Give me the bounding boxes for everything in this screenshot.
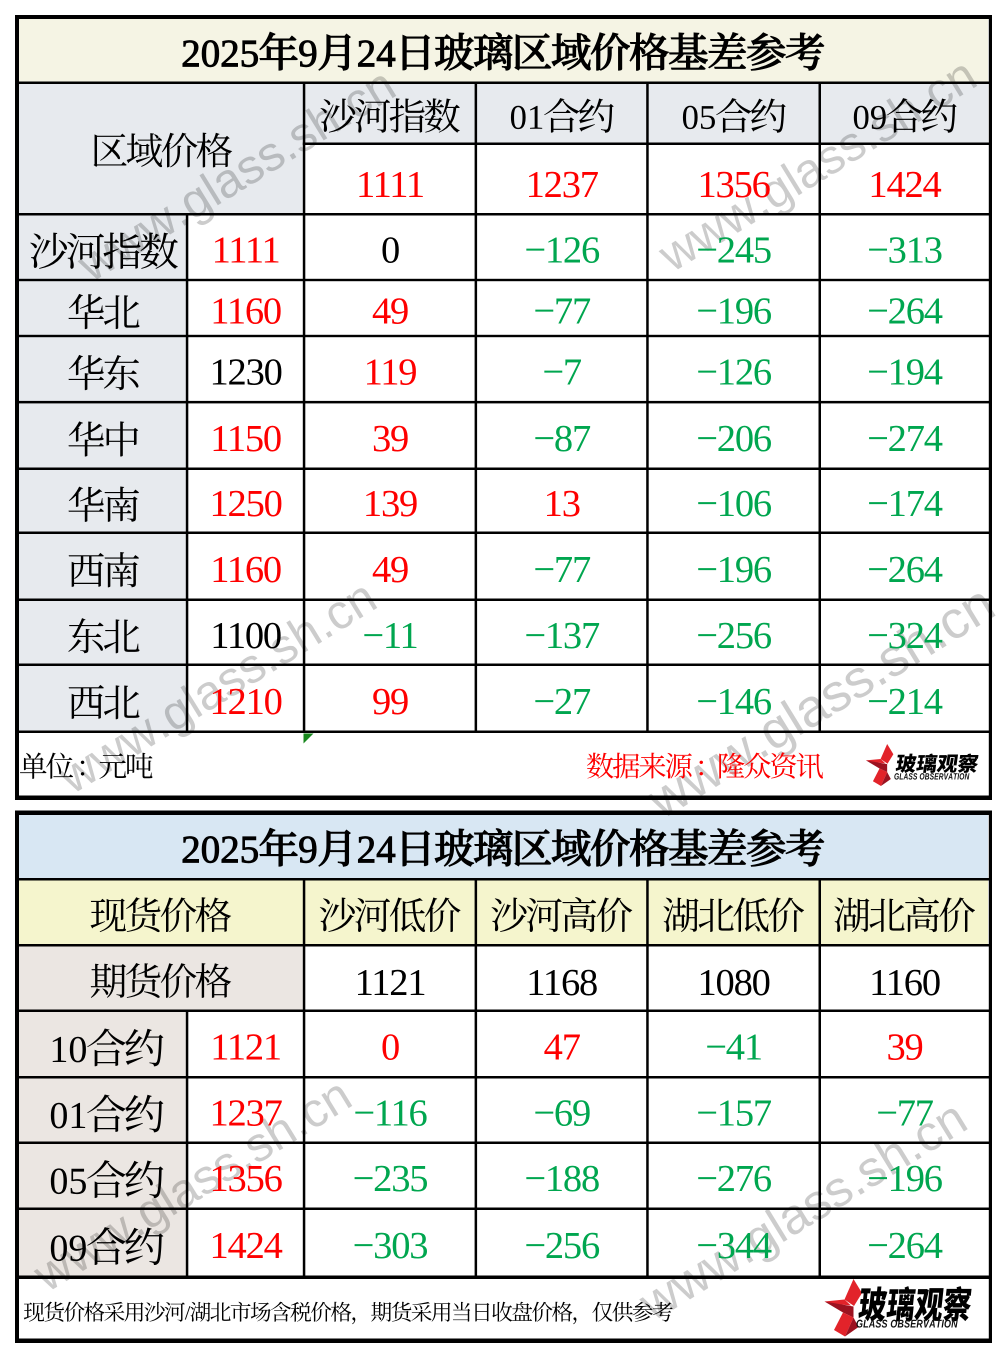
svg-text:−324: −324 <box>867 615 943 657</box>
svg-text:−256: −256 <box>696 615 772 657</box>
svg-text:−146: −146 <box>696 681 772 723</box>
svg-text:0: 0 <box>381 1027 399 1069</box>
svg-text:−276: −276 <box>696 1158 772 1200</box>
svg-text:39: 39 <box>372 418 408 460</box>
svg-text:1121: 1121 <box>355 962 426 1004</box>
svg-text:1424: 1424 <box>209 1225 282 1267</box>
svg-text:1230: 1230 <box>209 352 281 394</box>
svg-text:1356: 1356 <box>697 164 770 206</box>
svg-text:−126: −126 <box>524 230 600 272</box>
svg-text:1111: 1111 <box>212 230 280 272</box>
svg-text:−194: −194 <box>867 352 943 394</box>
svg-text:−77: −77 <box>876 1093 934 1135</box>
svg-text:−77: −77 <box>533 291 591 333</box>
svg-text:−196: −196 <box>696 549 772 591</box>
svg-text:0: 0 <box>381 230 399 272</box>
svg-text:−126: −126 <box>696 352 772 394</box>
svg-text:1237: 1237 <box>526 164 599 206</box>
svg-text:−214: −214 <box>867 681 943 723</box>
svg-text:1356: 1356 <box>209 1158 282 1200</box>
svg-text:1111: 1111 <box>356 164 424 206</box>
svg-text:−344: −344 <box>696 1225 772 1267</box>
svg-text:39: 39 <box>886 1027 922 1069</box>
svg-text:−41: −41 <box>705 1027 762 1069</box>
svg-text:1237: 1237 <box>209 1093 282 1135</box>
svg-text:1121: 1121 <box>210 1027 281 1069</box>
svg-text:−174: −174 <box>867 483 943 525</box>
svg-text:−188: −188 <box>524 1158 599 1200</box>
svg-text:−264: −264 <box>867 291 943 333</box>
svg-text:1210: 1210 <box>209 681 281 723</box>
svg-text:−77: −77 <box>533 549 591 591</box>
svg-text:−196: −196 <box>696 291 772 333</box>
svg-text:1160: 1160 <box>210 291 281 333</box>
svg-text:−313: −313 <box>867 230 942 272</box>
svg-text:1250: 1250 <box>209 483 281 525</box>
svg-text:−274: −274 <box>867 418 943 460</box>
svg-text:1160: 1160 <box>210 549 281 591</box>
svg-text:−235: −235 <box>353 1158 428 1200</box>
svg-text:−11: −11 <box>362 615 417 657</box>
svg-text:−256: −256 <box>524 1225 600 1267</box>
svg-text:13: 13 <box>544 483 580 525</box>
svg-text:1424: 1424 <box>868 164 941 206</box>
svg-text:−206: −206 <box>696 418 772 460</box>
svg-text:−196: −196 <box>867 1158 943 1200</box>
svg-text:−27: −27 <box>533 681 591 723</box>
svg-text:−7: −7 <box>542 352 582 394</box>
svg-text:−303: −303 <box>353 1225 428 1267</box>
svg-text:−87: −87 <box>533 418 591 460</box>
svg-text:−69: −69 <box>533 1093 590 1135</box>
svg-text:−106: −106 <box>696 483 772 525</box>
svg-text:1080: 1080 <box>697 962 769 1004</box>
svg-text:−264: −264 <box>867 1225 943 1267</box>
svg-text:1168: 1168 <box>526 962 597 1004</box>
svg-text:−157: −157 <box>696 1093 772 1135</box>
svg-text:49: 49 <box>372 291 408 333</box>
svg-text:49: 49 <box>372 549 408 591</box>
svg-text:−137: −137 <box>524 615 600 657</box>
svg-text:119: 119 <box>364 352 417 394</box>
svg-text:47: 47 <box>544 1027 581 1069</box>
svg-text:1100: 1100 <box>210 615 281 657</box>
svg-text:1150: 1150 <box>210 418 281 460</box>
svg-text:139: 139 <box>363 483 417 525</box>
svg-text:−245: −245 <box>696 230 771 272</box>
svg-text:−116: −116 <box>353 1093 427 1135</box>
svg-text:−264: −264 <box>867 549 943 591</box>
svg-text:1160: 1160 <box>869 962 940 1004</box>
svg-text:99: 99 <box>372 681 408 723</box>
